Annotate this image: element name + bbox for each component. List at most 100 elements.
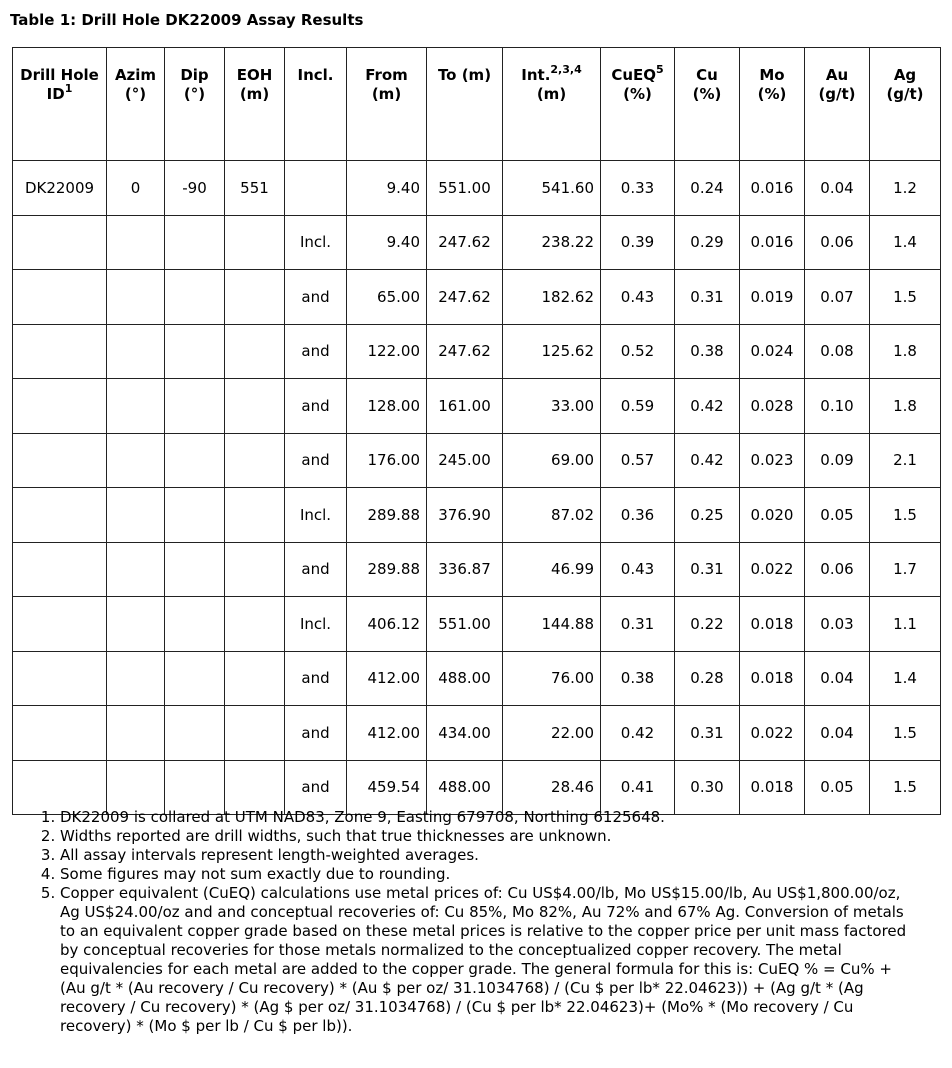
table-row: and 128.00 161.00 33.00 0.59 0.42 0.028 0.10 1.8 bbox=[12, 378, 941, 434]
table-row: Incl. 289.88 376.90 87.02 0.36 0.25 0.020 0.05 1… bbox=[12, 487, 941, 543]
table-cell: 0.020 bbox=[739, 487, 805, 543]
table-cell: and bbox=[284, 759, 347, 815]
table-cell: 0.31 bbox=[674, 269, 740, 325]
table-cell: 9.40 bbox=[346, 160, 427, 216]
table-cell: 0.39 bbox=[600, 214, 675, 270]
table-cell: 238.22 bbox=[502, 214, 601, 270]
footnote-item: Widths reported are drill widths, such t… bbox=[60, 827, 910, 846]
table-cell bbox=[164, 705, 225, 761]
footnotes: DK22009 is collared at UTM NAD83, Zone 9… bbox=[20, 808, 910, 1036]
table-row: and 412.00 488.00 76.00 0.38 0.28 0.018 0.04 1.4 bbox=[12, 650, 941, 706]
table-cell bbox=[12, 650, 107, 706]
table-cell bbox=[12, 487, 107, 543]
header-label: Azim (°) bbox=[114, 66, 157, 103]
table-cell: 2.1 bbox=[869, 432, 941, 488]
table-cell bbox=[224, 650, 285, 706]
table-cell bbox=[12, 541, 107, 597]
table-cell bbox=[224, 487, 285, 543]
table-cell: 289.88 bbox=[346, 541, 427, 597]
table-cell bbox=[12, 323, 107, 379]
table-cell: DK22009 bbox=[12, 160, 107, 216]
table-cell: 0.31 bbox=[674, 541, 740, 597]
table-cell: 0.07 bbox=[804, 269, 870, 325]
header-row: Drill Hole ID1 Azim (°) Dip (°) EOH (m) Incl… bbox=[12, 47, 941, 161]
table-cell: 541.60 bbox=[502, 160, 601, 216]
table-cell: 0.24 bbox=[674, 160, 740, 216]
table-cell: 0.018 bbox=[739, 650, 805, 706]
table-cell: 87.02 bbox=[502, 487, 601, 543]
table-cell: and bbox=[284, 650, 347, 706]
table-cell: 0.028 bbox=[739, 378, 805, 434]
header-label: Ag (g/t) bbox=[886, 66, 924, 103]
table-cell: 182.62 bbox=[502, 269, 601, 325]
header-label: CuEQ bbox=[611, 66, 657, 84]
column-header: Au (g/t) bbox=[804, 47, 870, 161]
table-cell bbox=[224, 705, 285, 761]
table-cell: 0.38 bbox=[674, 323, 740, 379]
table-cell: 0.41 bbox=[600, 759, 675, 815]
column-header: From (m) bbox=[346, 47, 427, 161]
table-cell bbox=[284, 160, 347, 216]
table-cell: 0.22 bbox=[674, 596, 740, 652]
table-cell bbox=[164, 269, 225, 325]
table-cell: 1.5 bbox=[869, 759, 941, 815]
table-cell bbox=[12, 378, 107, 434]
table-row: and 122.00 247.62 125.62 0.52 0.38 0.024 0.08 1.… bbox=[12, 323, 941, 379]
table-cell: 1.5 bbox=[869, 705, 941, 761]
table-cell bbox=[12, 432, 107, 488]
table-cell: 28.46 bbox=[502, 759, 601, 815]
footnote-item: Copper equivalent (CuEQ) calculations us… bbox=[60, 884, 910, 1036]
header-label: To (m) bbox=[437, 66, 492, 84]
table-cell: 0.016 bbox=[739, 214, 805, 270]
table-cell: and bbox=[284, 378, 347, 434]
table-cell: 1.5 bbox=[869, 269, 941, 325]
column-header: Mo (%) bbox=[739, 47, 805, 161]
table-cell: 33.00 bbox=[502, 378, 601, 434]
header-label: Int. bbox=[521, 66, 551, 84]
table-cell bbox=[12, 705, 107, 761]
assay-table: Drill Hole ID1 Azim (°) Dip (°) EOH (m) Incl… bbox=[12, 47, 941, 815]
table-cell: 0.019 bbox=[739, 269, 805, 325]
footnote-item: DK22009 is collared at UTM NAD83, Zone 9… bbox=[60, 808, 910, 827]
table-cell bbox=[106, 214, 165, 270]
table-cell: 551.00 bbox=[426, 160, 503, 216]
table-cell: 125.62 bbox=[502, 323, 601, 379]
table-cell: 0.08 bbox=[804, 323, 870, 379]
table-row: Incl. 406.12 551.00 144.88 0.31 0.22 0.018 0.03… bbox=[12, 596, 941, 652]
table-cell: 0.016 bbox=[739, 160, 805, 216]
table-cell bbox=[224, 378, 285, 434]
table-cell: 0.42 bbox=[674, 378, 740, 434]
table-cell: -90 bbox=[164, 160, 225, 216]
table-cell bbox=[164, 323, 225, 379]
table-cell: 434.00 bbox=[426, 705, 503, 761]
table-row: and 65.00 247.62 182.62 0.43 0.31 0.019 0.07 1.5 bbox=[12, 269, 941, 325]
table-cell: 46.99 bbox=[502, 541, 601, 597]
table-cell bbox=[106, 378, 165, 434]
table-cell: and bbox=[284, 705, 347, 761]
table-cell bbox=[164, 596, 225, 652]
table-cell: 161.00 bbox=[426, 378, 503, 434]
table-cell: 0.42 bbox=[674, 432, 740, 488]
footnote-ref: 2,3,4 bbox=[550, 63, 582, 76]
table-cell: 0.03 bbox=[804, 596, 870, 652]
table-cell: 0.38 bbox=[600, 650, 675, 706]
table-cell: 0.57 bbox=[600, 432, 675, 488]
table-cell: 0.31 bbox=[674, 705, 740, 761]
table-cell: 0.29 bbox=[674, 214, 740, 270]
table-cell bbox=[12, 214, 107, 270]
header-label: EOH (m) bbox=[236, 66, 273, 103]
table-cell: 1.4 bbox=[869, 650, 941, 706]
table-row: and 289.88 336.87 46.99 0.43 0.31 0.022 0.06 1.7 bbox=[12, 541, 941, 597]
table-cell: Incl. bbox=[284, 214, 347, 270]
header-unit: (m) bbox=[536, 85, 567, 103]
table-cell: 247.62 bbox=[426, 323, 503, 379]
table-cell: 412.00 bbox=[346, 705, 427, 761]
header-label: Drill Hole ID bbox=[20, 66, 99, 103]
table-cell: and bbox=[284, 323, 347, 379]
table-cell: Incl. bbox=[284, 596, 347, 652]
table-cell: 0.42 bbox=[600, 705, 675, 761]
table-cell: and bbox=[284, 541, 347, 597]
footnote-item: Some figures may not sum exactly due to … bbox=[60, 865, 910, 884]
table-cell: 0.023 bbox=[739, 432, 805, 488]
table-cell bbox=[106, 541, 165, 597]
